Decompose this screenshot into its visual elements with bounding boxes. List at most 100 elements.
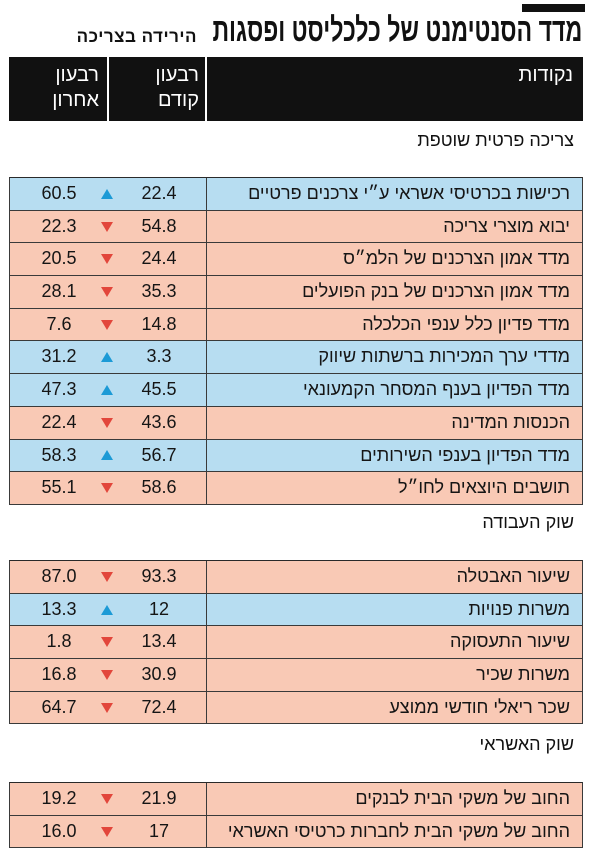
table-row: מדד אמון הצרכנים של בנק הפועלים 35.3 28.1	[10, 276, 582, 309]
table-row: רכישות בכרטיסי אשראי ע״י צרכנים פרטיים 22…	[10, 178, 582, 211]
table-row: יבוא מוצרי צריכה 54.8 22.3	[10, 210, 582, 244]
last-quarter-value: 87.0	[41, 566, 77, 586]
row-label: מדד הפדיון בענף המסחר הקמעונאי	[206, 374, 582, 406]
table-row: הכנסות המדינה 43.6 22.4	[10, 406, 582, 440]
trend-down-icon	[101, 637, 113, 648]
last-quarter-value: 55.1	[41, 477, 77, 498]
previous-quarter-value: 43.6	[141, 411, 177, 432]
table-header: נקודות רבעון קודם רבעון אחרון	[9, 57, 583, 121]
previous-quarter-value: 54.8	[141, 215, 177, 236]
column-header-previous-quarter-line2: קודם	[157, 89, 199, 111]
trend-cell	[98, 211, 116, 243]
trend-down-icon	[101, 483, 113, 494]
section-title-labor-market: שוק העבודה	[482, 512, 574, 532]
last-quarter-value: 47.3	[41, 379, 77, 400]
trend-down-icon	[101, 702, 113, 713]
trend-up-icon	[101, 450, 113, 461]
trend-cell	[98, 178, 116, 210]
table-row: תושבים היוצאים לחו״ל 58.6 55.1	[10, 472, 582, 505]
table-row: מדד הפדיון בענפי השירותים 56.7 58.3	[10, 439, 582, 473]
previous-quarter-value: 24.4	[141, 248, 177, 269]
previous-quarter-value: 58.6	[141, 477, 177, 498]
table-row: שכר ריאלי חודשי ממוצע 72.4 64.7	[10, 691, 582, 725]
last-quarter-value: 7.6	[46, 313, 72, 334]
column-header-last-quarter: רבעון אחרון	[9, 57, 107, 121]
previous-quarter-value: 17	[148, 820, 170, 841]
table-row: שיעור האבטלה 93.3 87.0	[10, 561, 582, 594]
row-label: הכנסות המדינה	[206, 406, 582, 439]
row-label: רכישות בכרטיסי אשראי ע״י צרכנים פרטיים	[206, 178, 582, 210]
trend-cell	[98, 472, 116, 504]
trend-cell	[98, 594, 116, 626]
chart-title: מדד הסנטימנט של כלכליסט ופסגות	[212, 11, 582, 48]
trend-down-icon	[101, 254, 113, 265]
last-quarter-value: 20.5	[41, 248, 77, 269]
trend-cell	[98, 440, 116, 472]
last-quarter-value: 31.2	[41, 346, 77, 367]
last-quarter-value: 22.4	[41, 411, 77, 432]
trend-cell	[98, 783, 116, 815]
trend-up-icon	[101, 604, 113, 615]
trend-down-icon	[101, 417, 113, 428]
last-quarter-value: 16.8	[41, 664, 77, 685]
table-row: מדד הפדיון בענף המסחר הקמעונאי 45.5 47.3	[10, 374, 582, 407]
trend-cell	[98, 407, 116, 439]
trend-cell	[98, 659, 116, 691]
last-quarter-value: 60.5	[41, 183, 77, 203]
row-label: מדדי ערך המכירות ברשתות שיווק	[206, 341, 582, 374]
section-rows-private-consumption: רכישות בכרטיסי אשראי ע״י צרכנים פרטיים 22…	[9, 177, 583, 505]
previous-quarter-value: 12	[148, 598, 170, 619]
trend-down-icon	[101, 286, 113, 297]
trend-up-icon	[101, 384, 113, 395]
trend-down-icon	[101, 319, 113, 330]
trend-cell	[98, 341, 116, 373]
trend-down-icon	[101, 669, 113, 680]
last-quarter-value: 16.0	[41, 820, 77, 841]
trend-cell	[98, 692, 116, 724]
last-quarter-value: 64.7	[41, 696, 77, 717]
last-quarter-value: 28.1	[41, 281, 77, 302]
table-row: מדד אמון הצרכנים של הלמ״ס 24.4 20.5	[10, 243, 582, 277]
row-label: מדד פדיון כלל ענפי הכלכלה	[206, 308, 582, 341]
row-label: שיעור התעסוקה	[206, 626, 582, 659]
row-label: החוב של משקי הבית לחברות כרטיסי האשראי	[206, 815, 582, 848]
previous-quarter-value: 30.9	[141, 664, 177, 685]
row-label: מדד אמון הצרכנים של בנק הפועלים	[206, 276, 582, 308]
row-label: יבוא מוצרי צריכה	[206, 210, 582, 243]
table-row: משרות שכיר 30.9 16.8	[10, 659, 582, 692]
row-label: משרות שכיר	[206, 659, 582, 691]
table-row: החוב של משקי הבית לבנקים 21.9 19.2	[10, 783, 582, 816]
trend-down-icon	[101, 221, 113, 232]
section-rows-credit-market: החוב של משקי הבית לבנקים 21.9 19.2 החוב של …	[9, 782, 583, 849]
trend-cell	[98, 243, 116, 275]
chart-subtitle: הירידה בצריכה	[76, 27, 197, 46]
last-quarter-value: 22.3	[41, 215, 77, 236]
table-row: שיעור התעסוקה 13.4 1.8	[10, 626, 582, 660]
row-label: החוב של משקי הבית לבנקים	[206, 783, 582, 815]
table-row: מדדי ערך המכירות ברשתות שיווק 3.3 31.2	[10, 341, 582, 375]
last-quarter-value: 58.3	[41, 444, 77, 465]
trend-up-icon	[101, 352, 113, 363]
trend-down-icon	[101, 793, 113, 804]
row-label: מדד אמון הצרכנים של הלמ״ס	[206, 243, 582, 276]
trend-cell	[98, 626, 116, 658]
column-header-last-quarter-line1: רבעון	[55, 64, 99, 86]
table-row: החוב של משקי הבית לחברות כרטיסי האשראי 17…	[10, 815, 582, 849]
row-label: מדד הפדיון בענפי השירותים	[206, 439, 582, 472]
previous-quarter-value: 93.3	[141, 566, 177, 586]
previous-quarter-value: 72.4	[141, 696, 177, 717]
previous-quarter-value: 22.4	[141, 183, 177, 203]
row-label: שיעור האבטלה	[206, 561, 582, 593]
previous-quarter-value: 56.7	[141, 444, 177, 465]
previous-quarter-value: 21.9	[141, 788, 177, 808]
row-label: תושבים היוצאים לחו״ל	[206, 472, 582, 504]
trend-down-icon	[101, 826, 113, 837]
previous-quarter-value: 13.4	[141, 631, 177, 652]
trend-up-icon	[101, 188, 113, 199]
previous-quarter-value: 3.3	[146, 346, 172, 367]
last-quarter-value: 13.3	[41, 598, 77, 619]
previous-quarter-value: 35.3	[141, 281, 177, 302]
table-row: מדד פדיון כלל ענפי הכלכלה 14.8 7.6	[10, 308, 582, 342]
trend-cell	[98, 561, 116, 593]
previous-quarter-value: 14.8	[141, 313, 177, 334]
